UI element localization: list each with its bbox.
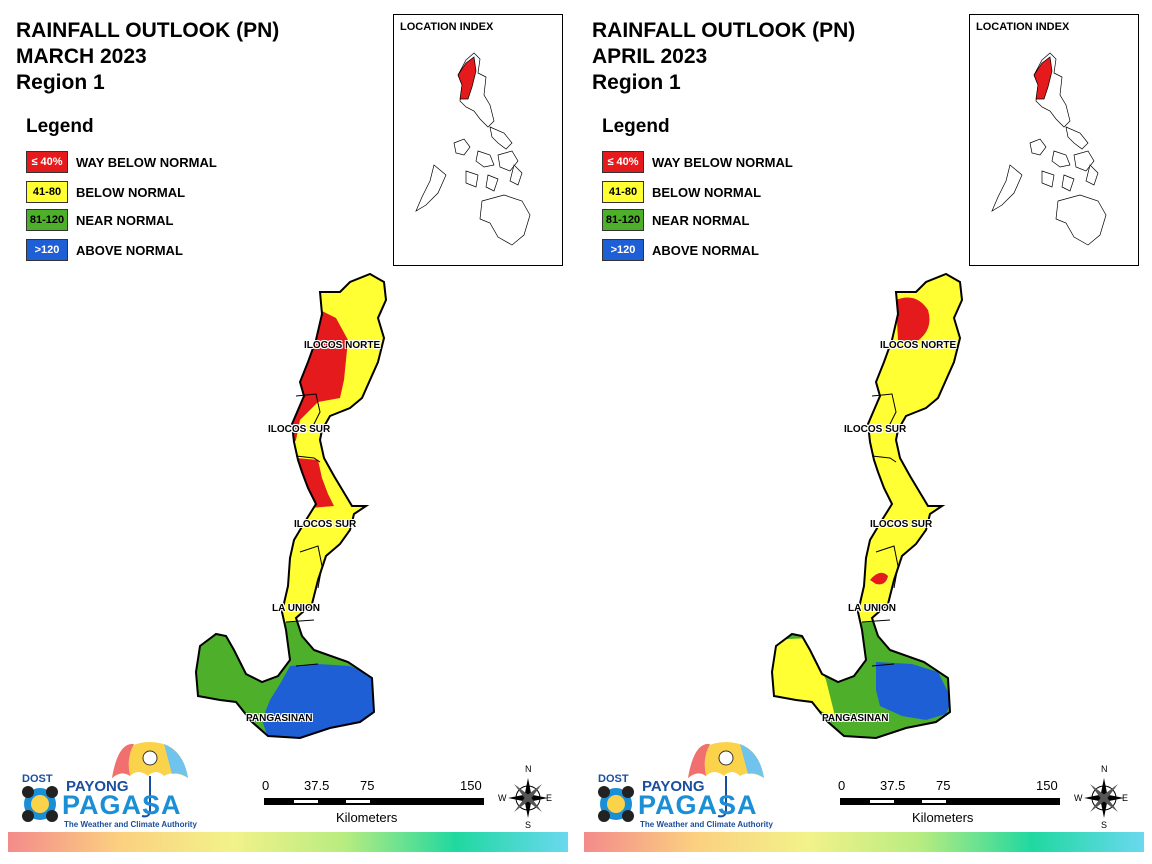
title-month: MARCH 2023	[16, 45, 147, 68]
pagasa-logo: DOST PAYONG PAGASA The Weather and Clima…	[590, 740, 780, 832]
legend-label: ABOVE NORMAL	[652, 242, 759, 258]
label-ilocos-sur-2: ILOCOS SUR	[870, 519, 933, 530]
legend-label: NEAR NORMAL	[76, 212, 174, 228]
title-line-1: RAINFALL OUTLOOK (PN)	[16, 19, 280, 42]
philippines-outline	[991, 52, 1107, 246]
scale-tick: 37.5	[304, 778, 330, 793]
umbrella-icon	[598, 742, 764, 822]
compass-w: W	[1074, 793, 1083, 803]
legend-item-way-below: ≤ 40% WAY BELOW NORMAL	[26, 150, 217, 174]
legend-label: BELOW NORMAL	[652, 184, 762, 200]
label-la-union: LA UNION	[848, 603, 896, 614]
pagasa-logo: DOST PAYONG PAGASA The Weather and Clima…	[14, 740, 204, 832]
location-index-title: LOCATION INDEX	[400, 21, 494, 33]
legend-item-below: 41-80 BELOW NORMAL	[26, 180, 185, 204]
dost-label: DOST	[598, 773, 629, 785]
legend-label: NEAR NORMAL	[652, 212, 750, 228]
scale-bar: 0 37.5 75 150 Kilometers	[838, 778, 1068, 828]
title-month: APRIL 2023	[592, 45, 708, 68]
title-region: Region 1	[592, 71, 681, 94]
payong-label: PAYONG	[642, 778, 705, 795]
legend-swatch: 81-120	[26, 209, 68, 231]
scale-tick: 75	[360, 778, 375, 793]
compass-e: E	[546, 793, 553, 803]
region-1-rainfall-map	[194, 272, 388, 740]
label-ilocos-sur: ILOCOS SUR	[844, 424, 907, 435]
dost-label: DOST	[22, 773, 53, 785]
legend-item-near: 81-120 NEAR NORMAL	[26, 208, 174, 232]
compass-w: W	[498, 793, 507, 803]
legend-swatch: 81-120	[602, 209, 644, 231]
compass-icon	[508, 778, 548, 818]
region-1-rainfall-map	[770, 272, 964, 740]
payong-label: PAYONG	[66, 778, 129, 795]
scale-bar-graphic	[840, 798, 1060, 805]
title-line-1: RAINFALL OUTLOOK (PN)	[592, 19, 856, 42]
footer-gradient-bar	[8, 832, 568, 852]
legend-swatch: ≤ 40%	[602, 151, 644, 173]
legend-title: Legend	[26, 116, 94, 137]
legend-title: Legend	[602, 116, 670, 137]
pagasa-label: PAGASA	[62, 790, 182, 820]
title-region: Region 1	[16, 71, 105, 94]
legend-swatch: >120	[602, 239, 644, 261]
logo-tagline: The Weather and Climate Authority	[640, 820, 773, 829]
philippines-outline	[415, 52, 531, 246]
scale-tick: 150	[460, 778, 482, 793]
compass-n: N	[525, 764, 532, 774]
legend-label: WAY BELOW NORMAL	[76, 154, 217, 170]
scale-tick: 75	[936, 778, 951, 793]
legend-label: WAY BELOW NORMAL	[652, 154, 793, 170]
legend-item-above: >120 ABOVE NORMAL	[26, 238, 183, 262]
label-ilocos-sur-2: ILOCOS SUR	[294, 519, 357, 530]
legend-item-below: 41-80 BELOW NORMAL	[602, 180, 761, 204]
compass-n: N	[1101, 764, 1108, 774]
compass-s: S	[1101, 820, 1108, 830]
march-panel: RAINFALL OUTLOOK (PN) MARCH 2023 Region …	[8, 14, 568, 852]
compass-rose: N S W E	[1074, 764, 1129, 830]
compass-icon	[1084, 778, 1124, 818]
map-title: RAINFALL OUTLOOK (PN) APRIL 2023 Region …	[592, 18, 855, 96]
legend-item-way-below: ≤ 40% WAY BELOW NORMAL	[602, 150, 793, 174]
scale-bar-graphic	[264, 798, 484, 805]
logo-tagline: The Weather and Climate Authority	[64, 820, 197, 829]
legend-label: BELOW NORMAL	[76, 184, 186, 200]
location-index-map: LOCATION INDEX	[393, 14, 563, 266]
label-pangasinan: PANGASINAN	[822, 713, 889, 724]
label-ilocos-norte: ILOCOS NORTE	[304, 340, 381, 351]
footer-gradient-bar	[584, 832, 1144, 852]
scale-unit: Kilometers	[912, 810, 974, 825]
legend-swatch: 41-80	[26, 181, 68, 203]
scale-tick: 0	[262, 778, 270, 793]
legend-swatch: >120	[26, 239, 68, 261]
april-panel: RAINFALL OUTLOOK (PN) APRIL 2023 Region …	[576, 0, 1152, 864]
legend-item-near: 81-120 NEAR NORMAL	[602, 208, 750, 232]
compass-s: S	[525, 820, 532, 830]
compass-e: E	[1122, 793, 1129, 803]
label-la-union: LA UNION	[272, 603, 320, 614]
location-index-title: LOCATION INDEX	[976, 21, 1070, 33]
pagasa-label: PAGASA	[638, 790, 758, 820]
legend-label: ABOVE NORMAL	[76, 242, 183, 258]
location-index-map: LOCATION INDEX	[969, 14, 1139, 266]
scale-tick: 150	[1036, 778, 1058, 793]
label-ilocos-sur: ILOCOS SUR	[268, 424, 331, 435]
compass-rose: N S W E	[498, 764, 553, 830]
umbrella-icon	[22, 742, 188, 822]
map-title: RAINFALL OUTLOOK (PN) MARCH 2023 Region …	[16, 18, 279, 96]
scale-unit: Kilometers	[336, 810, 398, 825]
scale-tick: 37.5	[880, 778, 906, 793]
scale-bar: 0 37.5 75 150 Kilometers	[262, 778, 492, 828]
legend-swatch: 41-80	[602, 181, 644, 203]
label-pangasinan: PANGASINAN	[246, 713, 313, 724]
legend-item-above: >120 ABOVE NORMAL	[602, 238, 759, 262]
scale-tick: 0	[838, 778, 846, 793]
legend-swatch: ≤ 40%	[26, 151, 68, 173]
label-ilocos-norte: ILOCOS NORTE	[880, 340, 957, 351]
